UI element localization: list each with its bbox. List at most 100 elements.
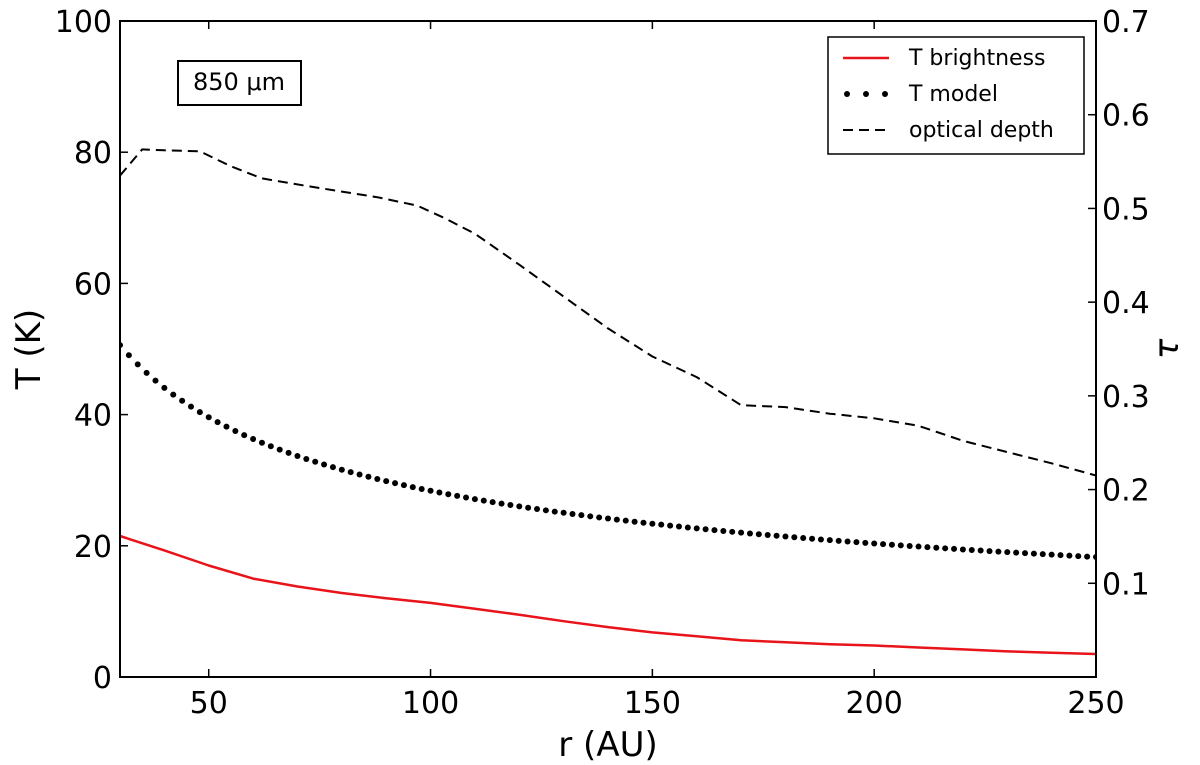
- point: [480, 497, 487, 504]
- point: [1048, 551, 1055, 558]
- y2-tick-label: 0.3: [1102, 380, 1150, 415]
- y-tick-label: 0: [93, 661, 112, 696]
- point: [755, 531, 762, 538]
- point: [134, 361, 141, 368]
- point: [374, 475, 381, 482]
- point: [560, 509, 567, 516]
- point: [906, 542, 913, 549]
- point: [418, 485, 425, 492]
- point: [498, 500, 505, 507]
- point: [578, 512, 585, 519]
- y-tick-label: 100: [55, 5, 112, 40]
- y-tick-label: 20: [74, 530, 112, 565]
- point: [400, 482, 407, 489]
- point: [951, 545, 958, 552]
- point: [312, 458, 319, 465]
- point: [613, 516, 620, 523]
- point: [995, 548, 1002, 555]
- point: [826, 537, 833, 544]
- series-optical-depth: [120, 148, 1096, 477]
- y-axis-title: T (K): [9, 309, 49, 390]
- point: [897, 542, 904, 549]
- point: [258, 439, 265, 446]
- point: [809, 535, 816, 542]
- y-tick-label: 60: [74, 267, 112, 302]
- point: [471, 496, 478, 503]
- point: [1075, 553, 1082, 560]
- point: [356, 471, 363, 478]
- legend: T brightness T model optical depth: [827, 36, 1085, 155]
- point: [888, 541, 895, 548]
- y-tick-label: 40: [74, 399, 112, 434]
- point: [267, 443, 274, 450]
- point: [1022, 550, 1029, 557]
- point: [942, 545, 949, 552]
- point: [285, 449, 292, 456]
- point: [179, 397, 186, 404]
- point: [605, 515, 611, 522]
- point: [516, 503, 523, 510]
- legend-label-model: T model: [908, 82, 998, 107]
- x-tick-label: 150: [624, 686, 681, 721]
- point: [631, 518, 638, 525]
- point: [596, 514, 603, 521]
- point: [977, 547, 984, 554]
- ticks: 50 100 150 200 250 0 20 40 60 80 100 0.1 0.2 0.3 0.4 0.…: [55, 5, 1150, 721]
- point: [463, 494, 470, 501]
- point: [187, 403, 194, 410]
- point: [294, 452, 301, 459]
- point: [640, 519, 647, 526]
- point: [684, 524, 691, 531]
- point: [782, 533, 789, 540]
- x-tick-label: 100: [402, 686, 459, 721]
- point: [525, 504, 532, 511]
- point: [729, 528, 736, 535]
- point: [436, 489, 443, 496]
- point: [365, 473, 372, 480]
- point: [205, 414, 212, 421]
- point: [675, 523, 682, 530]
- point: [321, 461, 328, 468]
- point: [968, 546, 975, 553]
- point: [871, 540, 878, 547]
- point: [232, 427, 239, 434]
- point: [427, 487, 434, 494]
- y2-tick-label: 0.4: [1102, 286, 1150, 321]
- point: [817, 536, 824, 543]
- point: [152, 377, 159, 384]
- point: [383, 478, 390, 485]
- point: [276, 446, 283, 453]
- point: [223, 423, 230, 430]
- point: [143, 369, 150, 376]
- point: [791, 534, 798, 541]
- x-tick-label: 50: [190, 686, 228, 721]
- point: [711, 527, 718, 534]
- point: [161, 384, 168, 391]
- legend-swatch-model: [844, 91, 888, 97]
- point: [933, 544, 940, 551]
- y2-tick-label: 0.6: [1102, 99, 1150, 134]
- point: [542, 507, 549, 514]
- point: [915, 543, 922, 550]
- point: [702, 526, 709, 533]
- point: [1084, 553, 1091, 560]
- y2-tick-label: 0.7: [1102, 5, 1150, 40]
- point: [1030, 550, 1037, 557]
- point: [622, 517, 629, 524]
- y2-tick-label: 0.5: [1102, 192, 1150, 227]
- y2-tick-label: 0.2: [1102, 474, 1150, 509]
- point: [214, 419, 221, 426]
- x-tick-label: 250: [1067, 686, 1124, 721]
- wavelength-label: 850 μm: [193, 68, 285, 96]
- axes-frame: [119, 20, 1097, 678]
- point: [338, 466, 345, 473]
- point: [551, 508, 558, 515]
- point: [347, 469, 354, 476]
- point: [746, 530, 753, 537]
- point: [534, 506, 541, 513]
- point: [658, 521, 665, 528]
- series-t-brightness: [120, 534, 1096, 656]
- point: [587, 513, 594, 520]
- point: [649, 520, 656, 527]
- point: [986, 548, 993, 555]
